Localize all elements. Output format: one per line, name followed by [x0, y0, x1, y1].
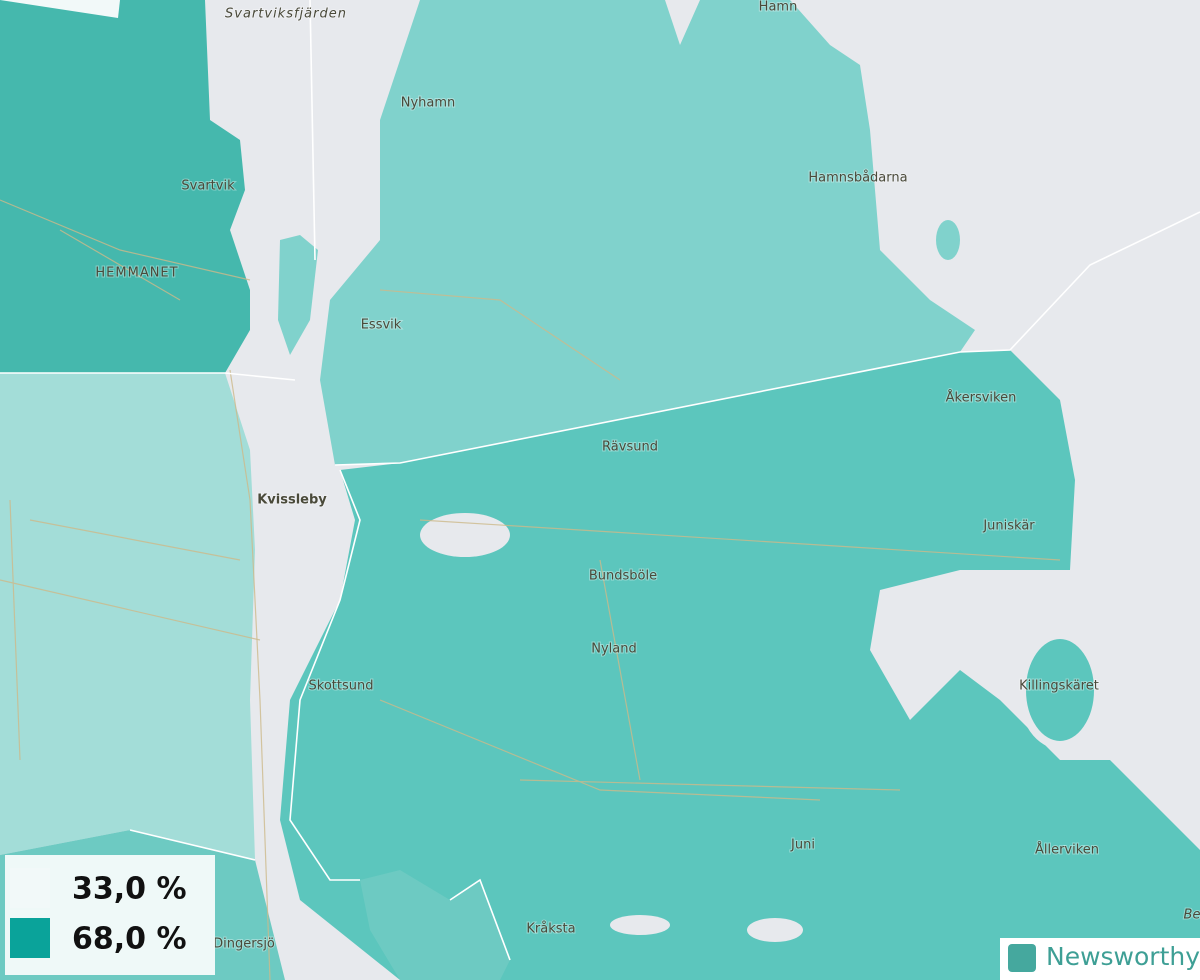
legend-swatch — [10, 868, 50, 908]
place-label: Bundsböle — [589, 569, 657, 584]
railway — [229, 369, 271, 980]
place-label: Kvissleby — [257, 493, 327, 508]
logo-text: Newsworthy — [1046, 942, 1200, 971]
logo: Newsworthy — [1000, 938, 1200, 980]
place-label: Svartviksfjärden — [225, 7, 347, 22]
place-label: Nyland — [591, 642, 637, 657]
region — [0, 373, 255, 860]
place-label: Juniskär — [982, 519, 1035, 534]
region — [320, 0, 975, 465]
place-label: Juni — [790, 838, 815, 853]
legend-items: 33,0 % 68,0 % — [10, 868, 187, 958]
place-label: Be — [1184, 908, 1200, 923]
place-label: Hamn — [759, 0, 798, 15]
legend: 33,0 % 68,0 % — [5, 855, 215, 975]
place-label: Hamnsbådarna — [808, 171, 907, 186]
region — [280, 350, 1200, 980]
region — [0, 0, 250, 373]
island — [936, 220, 960, 260]
place-label: Svartvik — [181, 179, 235, 194]
place-label: Skottsund — [309, 679, 374, 694]
place-label: Essvik — [361, 318, 402, 333]
island — [278, 235, 318, 355]
lake — [610, 915, 670, 935]
legend-swatch — [10, 918, 50, 958]
legend-label: 68,0 % — [72, 922, 187, 957]
region — [360, 870, 510, 980]
roads — [0, 199, 1061, 801]
labels: Svartviksfjärden Hamn Nyhamn Svartvik Hamnsb… — [94, 0, 1200, 953]
place-label: HEMMANET — [95, 266, 178, 281]
island — [1018, 631, 1102, 749]
place-label: Rävsund — [602, 440, 658, 455]
place-label: Nyhamn — [401, 96, 456, 111]
region — [0, 0, 120, 18]
legend-label: 33,0 % — [72, 872, 187, 907]
place-label: Dingersjö — [213, 937, 275, 952]
place-label: Ållerviken — [1035, 842, 1099, 858]
place-label: Åkersviken — [946, 390, 1017, 406]
logo-icon — [1008, 944, 1036, 972]
lake — [420, 513, 510, 557]
lake — [747, 918, 803, 942]
place-label: Kråksta — [526, 922, 575, 937]
place-label: Killingskäret — [1019, 679, 1099, 694]
